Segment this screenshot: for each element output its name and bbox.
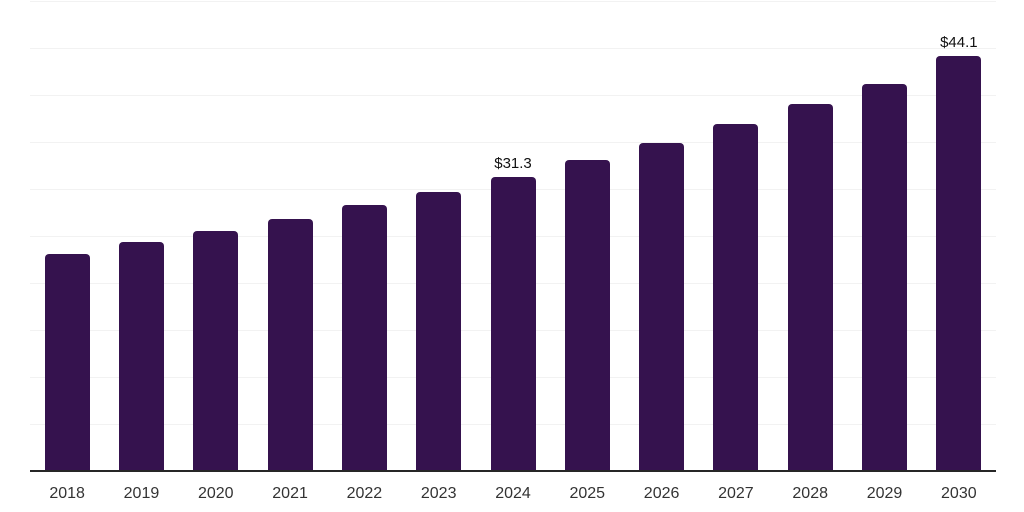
x-tick-label-2023: 2023 — [420, 485, 457, 502]
x-tick-label-2021: 2021 — [272, 485, 308, 502]
gridline-y-40 — [30, 95, 996, 96]
bar-2020 — [193, 231, 239, 471]
bar-2028 — [787, 104, 833, 471]
x-tick-label-2024: 2024 — [495, 485, 531, 502]
bar-value-label-2030: $44.1 — [940, 34, 978, 52]
bar-2025 — [564, 159, 610, 471]
bar-2027 — [713, 124, 759, 471]
bar-2030 — [936, 56, 982, 471]
gridline-y-35 — [30, 142, 996, 143]
bar-2029 — [862, 83, 908, 471]
x-tick-label-2018: 2018 — [49, 485, 85, 502]
x-tick-label-2028: 2028 — [792, 485, 828, 502]
bar-2021 — [267, 219, 313, 471]
gridline-y-50 — [30, 1, 996, 2]
x-tick-label-2029: 2029 — [866, 485, 903, 502]
bar-2024 — [490, 176, 536, 471]
x-tick-label-2026: 2026 — [643, 485, 680, 502]
bar-value-label-2024: $31.3 — [494, 154, 532, 172]
gridline-y-45 — [30, 48, 996, 49]
bar-2018 — [44, 253, 90, 471]
x-tick-label-2030: 2030 — [941, 485, 977, 502]
x-tick-label-2020: 2020 — [197, 485, 234, 502]
x-tick-label-2022: 2022 — [346, 485, 383, 502]
bar-2023 — [416, 191, 462, 471]
x-tick-label-2019: 2019 — [123, 485, 160, 502]
x-tick-label-2025: 2025 — [569, 485, 606, 502]
x-tick-label-2027: 2027 — [718, 485, 754, 502]
bar-2019 — [118, 241, 164, 471]
bar-2026 — [639, 142, 685, 471]
bar-2022 — [341, 204, 387, 471]
